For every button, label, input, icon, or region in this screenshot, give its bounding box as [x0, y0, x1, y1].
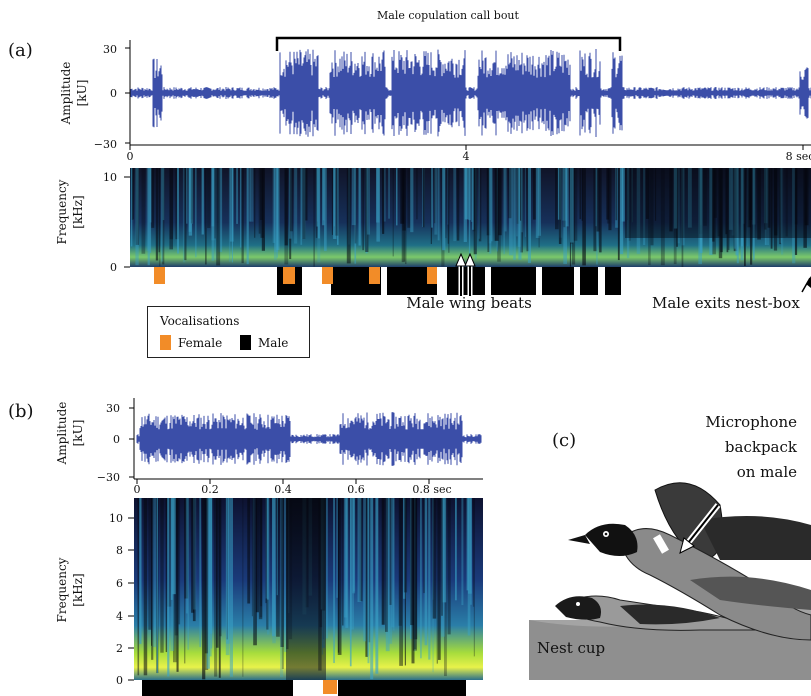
- panel-a-time-tick-4: 4: [463, 150, 470, 163]
- female-crow-illustration: [555, 595, 761, 631]
- panel-b-female-bar: [323, 680, 337, 694]
- male-crow-illustration: [568, 482, 811, 641]
- panel-a-freq-tick-10: 10: [103, 171, 117, 184]
- bout-bracket-label: Male copulation call bout: [377, 9, 519, 22]
- male-call-bar-6: [542, 267, 574, 295]
- panel-c-label: (c): [552, 430, 576, 451]
- panel-b-freq-tick-8: 8: [116, 544, 123, 557]
- panel-b-waveform: [136, 412, 482, 466]
- male-call-bar-8: [605, 267, 621, 295]
- male-swatch: [240, 335, 251, 350]
- panel-b-label: (b): [8, 401, 34, 422]
- female-call-bar-4: [369, 267, 380, 284]
- nest-cup-label: Nest cup: [537, 639, 605, 657]
- panel-a-amp-tick-0: 0: [110, 87, 117, 100]
- panel-b-male-bar-1: [142, 680, 293, 696]
- panel-b-amp-tick-0: 0: [113, 433, 120, 446]
- panel-a-waveform: [130, 49, 811, 137]
- legend-item-male: Male: [240, 335, 288, 350]
- panel-b-amp-ylabel-1: Amplitude: [55, 402, 69, 466]
- panel-a-amp-tick-30: 30: [103, 43, 117, 56]
- panel-b-time-tick-0.6: 0.6: [347, 483, 365, 496]
- panel-b-time-tick-0: 0: [134, 483, 141, 496]
- panel-a-spectrogram: [130, 168, 811, 267]
- panel-a-freq-tick-0: 0: [110, 261, 117, 274]
- female-call-bar-1: [154, 267, 165, 284]
- panel-b-freq-ylabel-2: [kHz]: [71, 573, 85, 606]
- female-swatch: [160, 335, 171, 350]
- bout-bracket: [275, 36, 622, 51]
- panel-b-freq-tick-2: 2: [116, 642, 123, 655]
- legend: Vocalisations Female Male: [147, 306, 310, 358]
- legend-male-label: Male: [258, 335, 289, 350]
- panel-a-vocalisation-bars: [154, 267, 621, 295]
- microphone-label-line3: on male: [737, 463, 797, 481]
- panel-b-freq-ylabel-1: Frequency: [55, 557, 69, 622]
- female-call-bar-5: [427, 267, 437, 284]
- panel-b-time-tick-0.8: 0.8 sec: [412, 483, 451, 496]
- panel-a-time-tick-8: 8 sec: [786, 150, 811, 163]
- wing-beats-annotation: Male wing beats: [406, 294, 532, 312]
- panel-b-amp-ylabel-2: [kU]: [71, 420, 85, 447]
- panel-a-time-tick-0: 0: [127, 150, 134, 163]
- panel-b-freq-tick-4: 4: [116, 610, 123, 623]
- male-call-bar-4: [447, 267, 485, 295]
- panel-a-amp-ylabel-1: Amplitude: [59, 62, 73, 126]
- panel-b-time-tick-0.4: 0.4: [274, 483, 292, 496]
- panel-a-freq-ylabel-2: [kHz]: [71, 195, 85, 228]
- microphone-label-line2: backpack: [725, 438, 798, 456]
- legend-title: Vocalisations: [160, 314, 240, 328]
- panel-b-amp-tick-neg30: −30: [97, 471, 120, 484]
- microphone-label-line1: Microphone: [705, 413, 797, 431]
- panel-a-label: (a): [8, 40, 33, 61]
- legend-item-female: Female: [160, 335, 222, 350]
- panel-b-freq-tick-10: 10: [109, 512, 123, 525]
- panel-b-freq-tick-6: 6: [116, 577, 123, 590]
- panel-a-amp-tick-neg30: −30: [94, 138, 117, 151]
- female-call-bar-3: [322, 267, 333, 284]
- panel-b-male-bar-2: [338, 680, 466, 696]
- panel-a-spectrogram-texture: [130, 168, 811, 267]
- panel-b-amp-tick-30: 30: [106, 402, 120, 415]
- wing-beat-arrows: [455, 252, 476, 296]
- panel-a-freq-ylabel-1: Frequency: [55, 179, 69, 244]
- legend-female-label: Female: [178, 335, 223, 350]
- exit-annotation: Male exits nest-box: [652, 294, 800, 312]
- male-call-bar-5: [491, 267, 536, 295]
- panel-b-time-tick-0.2: 0.2: [201, 483, 219, 496]
- panel-a-amp-ylabel-2: [kU]: [75, 80, 89, 107]
- female-call-bar-2: [283, 267, 295, 284]
- panel-b-spectrogram-texture: [137, 498, 475, 680]
- panel-b-freq-tick-0: 0: [116, 674, 123, 687]
- male-call-bar-7: [580, 267, 598, 295]
